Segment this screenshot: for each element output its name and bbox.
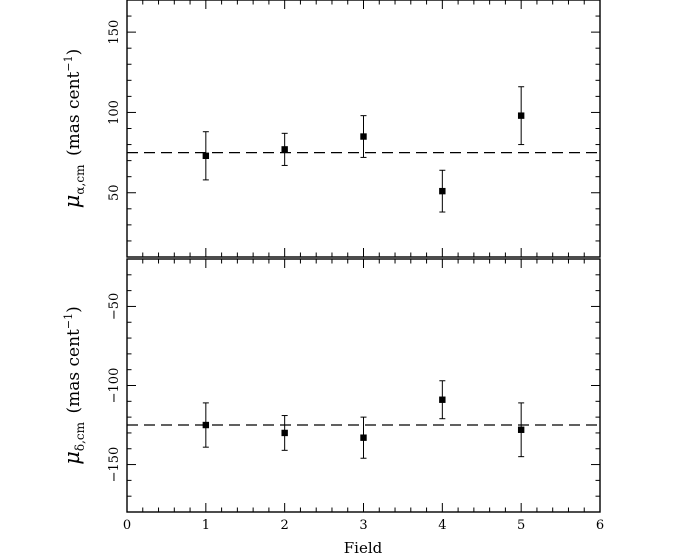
y-axis-label: μδ,cm (mas cent−1): [60, 306, 87, 465]
data-point: [517, 86, 525, 146]
panel-bottom: −150 −100 −50 0 1 2 3 4 5 6 μδ,cm (mas cent−1): [60, 258, 604, 533]
data-point: [281, 132, 288, 166]
data-point: [360, 115, 367, 158]
data-point: [202, 402, 210, 448]
data-point: [517, 402, 525, 458]
x-tick-label: 1: [202, 518, 210, 533]
data-marker: [360, 133, 367, 140]
x-tick-label: 4: [438, 518, 446, 533]
y-label-unit: (mas cent: [64, 71, 84, 164]
data-marker: [202, 421, 210, 429]
y-tick-label: −100: [107, 368, 122, 404]
y-label-unit-exponent: −1: [62, 313, 75, 329]
x-tick-label: 5: [517, 518, 525, 533]
y-label-symbol: μ: [60, 451, 84, 465]
plot-frame: [126, 258, 601, 513]
y-tick-label: 100: [107, 100, 122, 125]
x-tick-label: 2: [281, 518, 289, 533]
data-marker: [517, 112, 525, 119]
y-tick-label: 50: [107, 184, 122, 201]
data-point: [202, 131, 210, 181]
data-marker: [439, 396, 446, 403]
data-marker: [439, 187, 446, 195]
y-label-unit-exponent: −1: [62, 55, 75, 71]
x-axis-title: Field: [344, 539, 383, 557]
data-marker: [281, 146, 288, 153]
data-point: [439, 380, 446, 420]
panel-top: 50 100 150 μα,cm (mas cent−1): [60, 0, 601, 258]
data-marker: [281, 429, 288, 437]
data-point: [439, 169, 446, 213]
y-label-subscript: α,cm: [73, 164, 87, 195]
y-tick-label: −50: [107, 293, 122, 320]
y-tick-label: 150: [107, 20, 122, 45]
y-label-subscript: δ,cm: [73, 421, 87, 451]
y-label-symbol: μ: [60, 195, 84, 209]
data-point: [281, 415, 288, 451]
y-axis-label: μα,cm (mas cent−1): [60, 49, 87, 208]
y-label-unit: (mas cent: [64, 329, 84, 422]
y-label-unit-close: ): [64, 49, 84, 56]
data-point: [360, 416, 367, 459]
y-label-unit-close: ): [64, 306, 84, 313]
x-tick-label: 6: [596, 518, 604, 533]
x-tick-label: 3: [359, 518, 367, 533]
data-marker: [360, 434, 367, 441]
data-marker: [202, 152, 210, 160]
x-tick-label: 0: [123, 518, 131, 533]
y-tick-label: −150: [107, 447, 122, 483]
data-marker: [517, 426, 525, 433]
